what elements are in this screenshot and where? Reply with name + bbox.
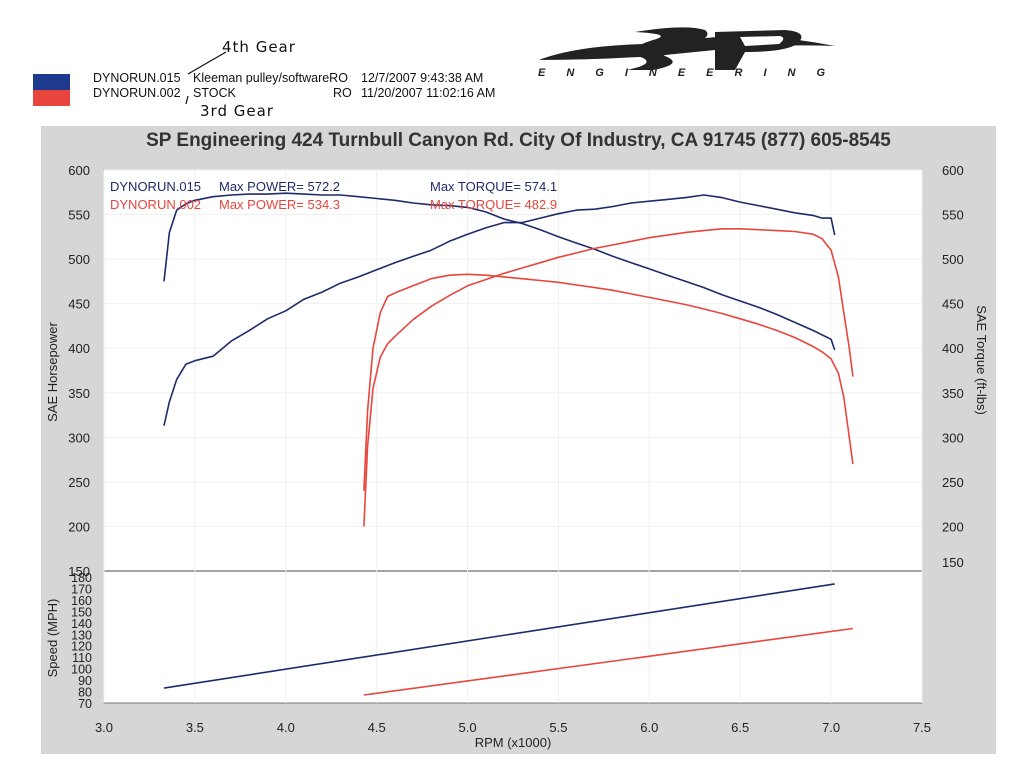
series-line-2 <box>363 273 854 491</box>
x-tick-label: 6.5 <box>731 720 749 735</box>
y-right-tick-label: 400 <box>942 341 964 356</box>
legend-max-torque: Max TORQUE= 482.9 <box>430 197 557 212</box>
run-color-swatches <box>33 74 70 106</box>
swatch-run-015 <box>33 74 70 90</box>
y-right-axis-label: SAE Torque (ft-lbs) <box>974 305 989 415</box>
run-date: 12/7/2007 9:43:38 AM <box>361 71 484 85</box>
handwritten-4th-gear: 4th Gear <box>222 38 296 56</box>
x-axis-label: RPM (x1000) <box>475 735 552 750</box>
y-left-tick-label: 350 <box>68 386 90 401</box>
run-ro-label: RO <box>333 86 352 100</box>
legend-run-name: DYNORUN.002 <box>110 197 201 212</box>
y-left-tick-label: 150 <box>68 564 90 579</box>
speed-tick-label: 170 <box>71 582 92 596</box>
speed-tick-label: 130 <box>71 628 92 642</box>
series-line-3 <box>363 228 854 527</box>
y-left-tick-label: 200 <box>68 519 90 534</box>
handwritten-3rd-gear: 3rd Gear <box>200 102 274 120</box>
legend-max-torque: Max TORQUE= 574.1 <box>430 179 557 194</box>
legend-max-power: Max POWER= 534.3 <box>219 197 340 212</box>
speed-tick-label: 140 <box>71 617 92 631</box>
run-description: STOCK <box>193 86 236 100</box>
y-left-tick-label: 300 <box>68 430 90 445</box>
legend-run-name: DYNORUN.015 <box>110 179 201 194</box>
y-left-tick-label: 250 <box>68 475 90 490</box>
x-tick-label: 3.5 <box>186 720 204 735</box>
legend-max-power: Max POWER= 572.2 <box>219 179 340 194</box>
y-right-tick-label: 350 <box>942 386 964 401</box>
series-line-5 <box>363 627 854 696</box>
speed-tick-label: 160 <box>71 594 92 608</box>
y-left-tick-label: 500 <box>68 252 90 267</box>
speed-tick-label: 100 <box>71 663 92 677</box>
y-left-tick-label: 400 <box>68 341 90 356</box>
run-date: 11/20/2007 11:02:16 AM <box>361 86 496 100</box>
run-info-table: DYNORUN.015 Kleeman pulley/softwareRO 12… <box>93 71 495 101</box>
x-tick-label: 7.0 <box>822 720 840 735</box>
series-line-1 <box>163 194 836 426</box>
run-info-row: DYNORUN.015 Kleeman pulley/softwareRO 12… <box>93 71 495 86</box>
y-left-axis-label: SAE Horsepower <box>45 321 60 421</box>
speed-plot-area <box>103 570 923 704</box>
y-right-tick-label: 500 <box>942 252 964 267</box>
speed-tick-label: 150 <box>71 605 92 619</box>
series-line-4 <box>163 583 835 689</box>
speed-axis-label: Speed (MPH) <box>45 599 60 678</box>
swatch-run-002 <box>33 90 70 106</box>
sp-engineering-logo <box>539 27 835 70</box>
logo-subtitle: ENGINEERING <box>538 67 847 79</box>
y-right-tick-label: 450 <box>942 297 964 312</box>
series-line-0 <box>163 192 836 351</box>
run-name: DYNORUN.015 <box>93 71 181 85</box>
y-left-tick-label: 550 <box>68 208 90 223</box>
speed-tick-label: 80 <box>78 686 92 700</box>
y-right-tick-label: 250 <box>942 475 964 490</box>
x-tick-label: 5.5 <box>549 720 567 735</box>
y-left-tick-label: 600 <box>68 163 90 178</box>
y-right-tick-label: 150 <box>942 555 964 570</box>
power-plot-area <box>103 169 923 572</box>
y-right-tick-label: 550 <box>942 208 964 223</box>
x-tick-label: 4.0 <box>277 720 295 735</box>
speed-tick-label: 110 <box>72 651 92 665</box>
y-right-tick-label: 600 <box>942 163 964 178</box>
run-name: DYNORUN.002 <box>93 86 181 100</box>
chart-title: SP Engineering 424 Turnbull Canyon Rd. C… <box>146 130 891 151</box>
speed-tick-label: 90 <box>78 674 92 688</box>
speed-tick-label: 120 <box>71 640 92 654</box>
y-right-tick-label: 300 <box>942 430 964 445</box>
speed-tick-label: 70 <box>78 697 92 711</box>
run-info-row: DYNORUN.002 STOCK RO 11/20/2007 11:02:16… <box>93 86 495 101</box>
y-left-tick-label: 450 <box>68 297 90 312</box>
x-tick-label: 7.5 <box>913 720 931 735</box>
x-tick-label: 6.0 <box>640 720 658 735</box>
y-right-tick-label: 200 <box>942 519 964 534</box>
x-tick-label: 4.5 <box>368 720 386 735</box>
run-description: Kleeman pulley/softwareRO <box>193 71 348 85</box>
x-tick-label: 3.0 <box>95 720 113 735</box>
speed-tick-label: 180 <box>71 571 92 585</box>
x-tick-label: 5.0 <box>459 720 477 735</box>
